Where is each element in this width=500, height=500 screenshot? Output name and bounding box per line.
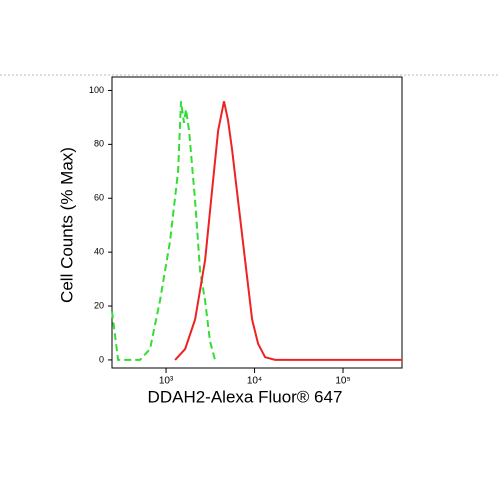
y-tick-label: 0	[99, 354, 104, 364]
x-tick-label: 10³	[159, 376, 174, 387]
y-tick-label: 20	[94, 300, 104, 310]
y-tick-label: 100	[89, 85, 104, 95]
y-axis-label: Cell Counts (% Max)	[57, 147, 76, 303]
x-axis-label: DDAH2-Alexa Fluor® 647	[148, 387, 343, 406]
plot-frame	[111, 76, 403, 369]
histogram-line	[111, 101, 216, 361]
x-tick-label: 10⁴	[247, 376, 262, 387]
y-tick-label: 60	[94, 193, 104, 203]
x-tick-label: 10⁵	[335, 376, 350, 387]
histogram-line	[174, 101, 402, 361]
y-tick-label: 40	[94, 247, 104, 257]
y-tick-label: 80	[94, 139, 104, 149]
